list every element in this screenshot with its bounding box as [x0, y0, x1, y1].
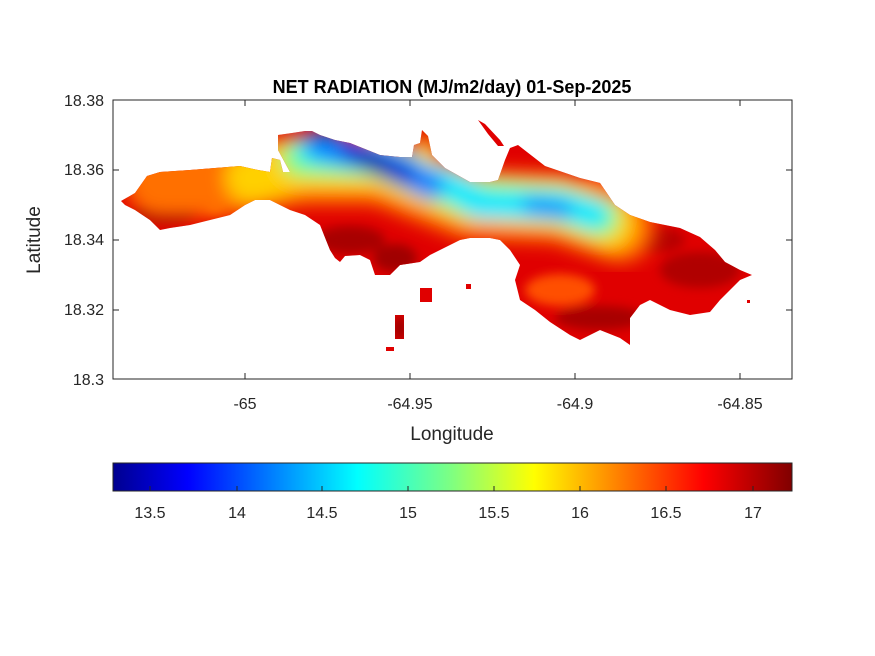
x-tick-label: -64.85 [717, 396, 762, 413]
y-tick-label: 18.38 [64, 93, 104, 110]
y-tick-label: 18.32 [64, 302, 104, 319]
colorbar [112, 462, 793, 492]
chart-title: NET RADIATION (MJ/m2/day) 01-Sep-2025 [273, 77, 632, 97]
x-tick-label: -64.95 [387, 396, 432, 413]
x-axis-label: Longitude [410, 424, 493, 445]
colorbar-ticks [149, 486, 754, 491]
axis-ticks [113, 100, 792, 379]
colorbar-tick-label: 14 [228, 505, 246, 522]
colorbar-tick-label: 16 [571, 505, 589, 522]
y-tick-label: 18.36 [64, 162, 104, 179]
colorbar-tick-label: 16.5 [650, 505, 681, 522]
y-axis-label: Latitude [24, 206, 45, 274]
y-tick-label: 18.34 [64, 232, 104, 249]
colorbar-tick-label: 15 [399, 505, 417, 522]
colorbar-tick-label: 15.5 [478, 505, 509, 522]
colorbar-tick-label: 14.5 [306, 505, 337, 522]
x-tick-label: -65 [233, 396, 256, 413]
ridge-gradient [125, 131, 655, 263]
y-tick-label: 18.3 [73, 372, 104, 389]
x-tick-label: -64.9 [557, 396, 594, 413]
colorbar-tick-label: 13.5 [134, 505, 165, 522]
colorbar-tick-label: 17 [744, 505, 762, 522]
